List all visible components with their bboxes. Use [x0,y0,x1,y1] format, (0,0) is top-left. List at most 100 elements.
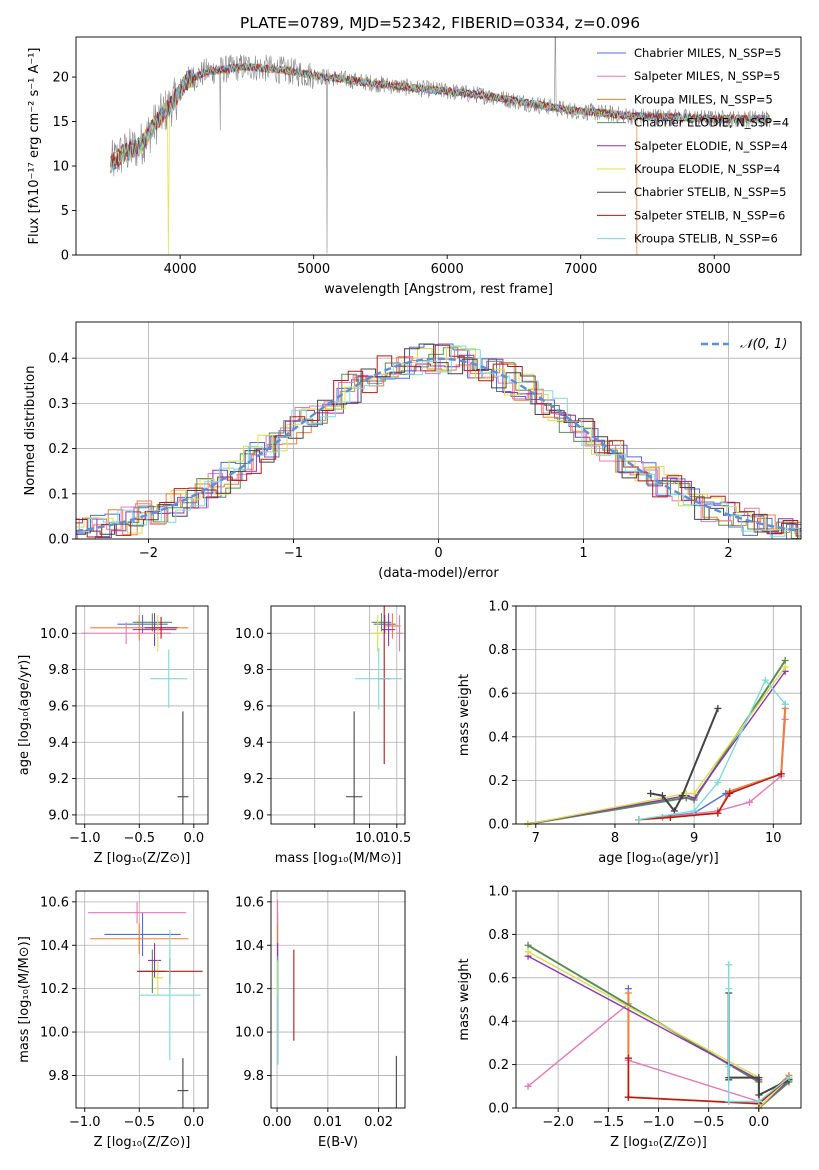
histogram-step [76,356,801,536]
weight-marker [726,789,734,797]
x-tick-label: −1.0 [643,1115,675,1130]
spectrum-model-line [113,63,638,255]
weight-line [527,666,786,825]
x-tick-label: 8 [611,831,619,846]
y-tick-label: 9.6 [243,699,264,714]
weight-marker [781,700,789,708]
y-tick-label: 1.0 [488,885,509,900]
x-axis-label: wavelength [Angstrom, rest frame] [324,282,553,297]
x-tick-label: 0.02 [364,1115,393,1130]
x-tick-label: 7 [532,831,540,846]
weight-marker [725,961,733,969]
weight-marker [725,1063,733,1071]
y-tick-label: 10.0 [40,627,69,642]
axes-frame [515,605,802,825]
legend-entry: Kroupa MILES, N_SSP=5 [634,92,773,106]
weight-marker [761,676,769,684]
x-axis-label: (data-model)/error [378,566,499,581]
weight-marker [647,789,655,797]
x-tick-label: 8000 [698,262,731,277]
x-axis-label: Z [log₁₀(Z/Z⊙)] [610,1135,707,1150]
y-tick-label: 10.0 [235,627,264,642]
x-tick-label: −1 [284,546,303,561]
y-tick-label: 5 [61,204,69,219]
y-tick-label: 0.3 [48,397,69,412]
y-tick-label: 10.2 [235,982,264,997]
x-tick-label: 0.0 [183,1115,204,1130]
weight-marker [714,809,722,817]
x-tick-label: −0.5 [123,831,155,846]
legend-entry: Salpeter ELODIE, N_SSP=4 [634,139,788,153]
x-tick-label: 0.01 [313,1115,342,1130]
y-tick-label: 10.4 [40,939,69,954]
x-axis-label: Z [log₁₀(Z/Z⊙)] [94,851,191,866]
panel-age-weight: 7 8 9 10 0.0 0.2 0.4 0.6 0.8 1.0 age [log₁₀(age/yr… [457,600,802,866]
y-tick-label: 10 [52,160,69,175]
panel-ebv-mass: 0.00 0.01 0.02 9.8 10.0 10.2 10.4 10.6 E(B-V) [235,890,406,1150]
weight-marker [725,1097,733,1105]
weight-marker [777,770,785,778]
x-tick-label: −2.0 [542,1115,574,1130]
x-tick-label: 10.0 [355,831,384,846]
y-tick-label: 0.6 [488,971,509,986]
weight-marker [755,1097,763,1105]
x-axis-label: mass [log₁₀(M/M⊙)] [275,851,402,866]
weight-marker [690,807,698,815]
y-tick-label: 9.6 [48,699,69,714]
weight-marker [755,1091,763,1099]
legend-entry: Salpeter STELIB, N_SSP=6 [634,208,785,222]
y-tick-label: 0 [61,249,69,264]
y-tick-label: 15 [52,115,69,130]
x-tick-label: 1 [579,546,587,561]
y-tick-label: 0.4 [48,352,69,367]
y-tick-label: 9.4 [243,736,264,751]
x-tick-label: −2 [139,546,158,561]
weight-marker [785,1074,793,1082]
weight-marker [670,807,678,815]
y-tick-label: 9.8 [48,1069,69,1084]
y-tick-label: 9.2 [243,772,264,787]
y-tick-label: 0.4 [488,730,509,745]
legend-entry: Kroupa ELODIE, N_SSP=4 [634,162,780,176]
weight-marker [624,1054,632,1062]
y-axis-label: Normed distribution [23,366,38,496]
y-tick-label: 0.1 [48,487,69,502]
weight-marker [714,779,722,787]
x-axis-label: E(B-V) [318,1135,358,1150]
weight-line [527,670,786,825]
x-tick-label: 0 [434,546,442,561]
axes-frame [270,605,406,825]
y-tick-label: 0.6 [488,687,509,702]
y-tick-label: 0.8 [488,928,509,943]
weight-marker [746,798,754,806]
panel-spectrum: PLATE=0789, MJD=52342, FIBERID=0334, z=0… [27,14,802,297]
x-tick-label: 10.5 [382,831,411,846]
weight-marker [624,989,632,997]
panel-z-weight: −2.0 −1.5 −1.0 −0.5 0.0 0.0 0.2 0.4 0.6 0.8 1.0 Z [… [457,885,802,1150]
weight-marker [781,657,789,664]
histogram-step [76,344,801,539]
x-tick-label: 0.0 [183,831,204,846]
x-tick-label: 9 [690,831,698,846]
weight-marker [678,792,686,800]
y-axis-label: Flux [fλ10⁻¹⁷ erg cm⁻² s⁻¹ A⁻¹] [27,48,42,245]
weight-marker [781,663,789,671]
x-axis-label: age [log₁₀(age/yr)] [598,851,719,866]
x-tick-label: 4000 [164,262,197,277]
x-tick-label: 5000 [297,262,330,277]
y-tick-label: 9.2 [48,772,69,787]
histogram-step [76,347,801,539]
legend-entry: Chabrier MILES, N_SSP=5 [634,46,781,60]
legend-entry: Kroupa STELIB, N_SSP=6 [634,232,778,246]
axes-frame [75,36,802,256]
weight-marker [658,792,666,800]
axes-frame [75,605,209,825]
weight-marker [635,816,643,824]
x-tick-label: −0.5 [693,1115,725,1130]
legend-entry: Chabrier ELODIE, N_SSP=4 [634,116,789,130]
weight-line [728,964,790,1103]
y-tick-label: 10.6 [40,895,69,910]
weight-marker [714,704,722,712]
axes-frame [270,890,406,1109]
